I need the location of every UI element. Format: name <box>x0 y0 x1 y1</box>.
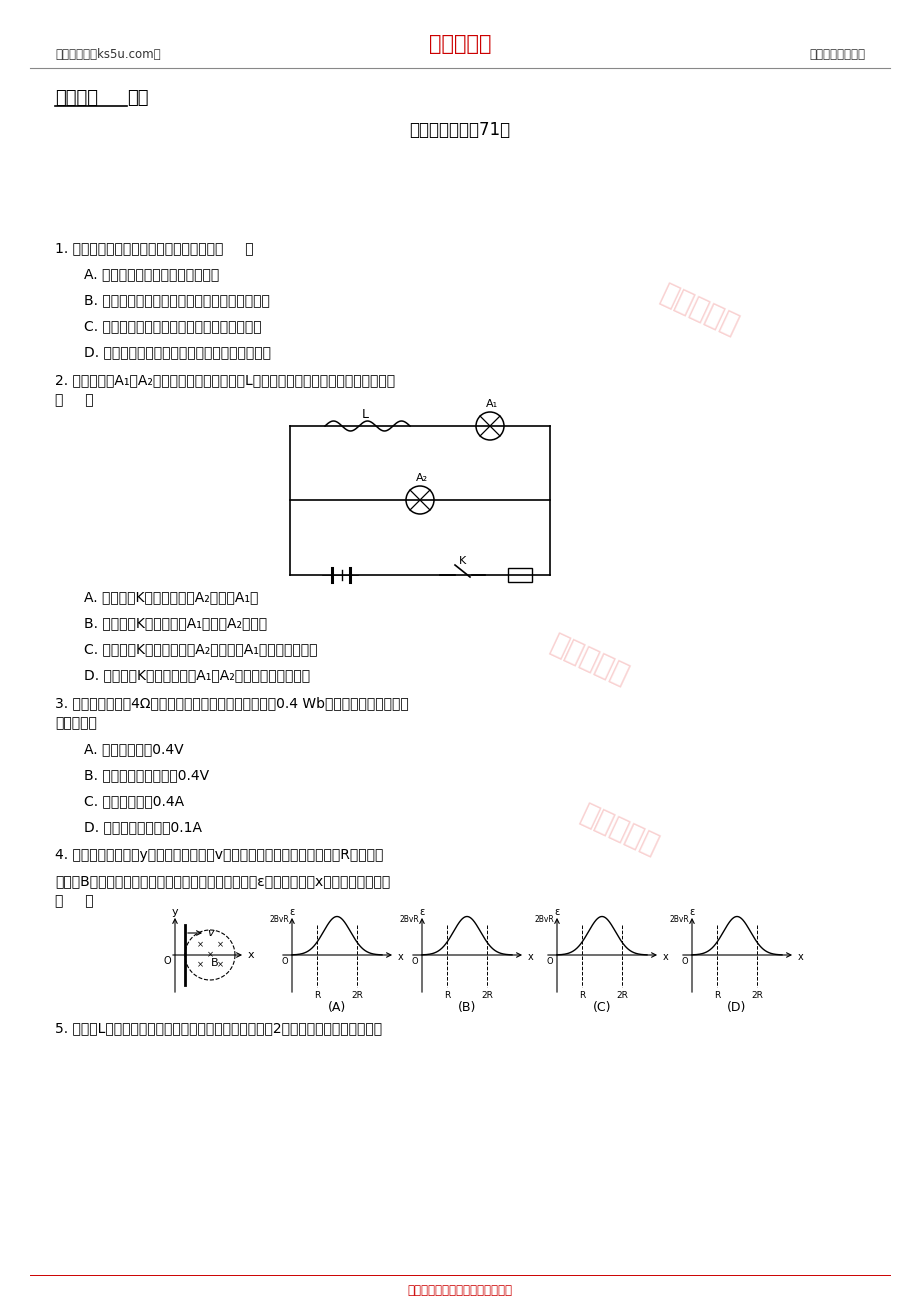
Text: (C): (C) <box>592 1001 610 1014</box>
Text: 您身边的高考专家: 您身边的高考专家 <box>808 48 864 61</box>
Text: A₁: A₁ <box>485 398 497 409</box>
Text: O: O <box>281 957 288 966</box>
Text: D. 感应电流每秒减小0.1A: D. 感应电流每秒减小0.1A <box>84 820 202 835</box>
Text: 2BvR: 2BvR <box>399 915 418 924</box>
Text: R: R <box>578 992 584 1000</box>
Text: x: x <box>398 952 403 962</box>
Text: ×: × <box>216 961 223 970</box>
Text: O: O <box>681 957 687 966</box>
Text: 1. 按照麦克斯韦理论，以下说法正确的是（     ）: 1. 按照麦克斯韦理论，以下说法正确的是（ ） <box>55 241 254 255</box>
Text: 高考资源网: 高考资源网 <box>655 280 743 340</box>
Text: 强度为B的圆形匀强磁场区域，导体棒中的感应电动势ε与导体棒位置x关系的图象正确是: 强度为B的圆形匀强磁场区域，导体棒中的感应电动势ε与导体棒位置x关系的图象正确是 <box>55 874 390 888</box>
Text: A. 合上开关K接通电路时，A₂始终比A₁亮: A. 合上开关K接通电路时，A₂始终比A₁亮 <box>84 590 258 604</box>
Text: x: x <box>528 952 533 962</box>
Text: 复习: 复习 <box>127 89 148 107</box>
Text: ε: ε <box>419 907 425 917</box>
Text: D. 振荡的电场在周围空间产生同频率的振荡磁场: D. 振荡的电场在周围空间产生同频率的振荡磁场 <box>84 345 271 359</box>
Text: 4. 如图所示，平行于y轴的导体棒以速度v向右匀速直线运动，经过半径为R、磁感应: 4. 如图所示，平行于y轴的导体棒以速度v向右匀速直线运动，经过半径为R、磁感应 <box>55 848 383 862</box>
Text: 2R: 2R <box>615 992 627 1000</box>
Text: （     ）: （ ） <box>55 393 94 408</box>
Text: v: v <box>207 928 213 937</box>
Text: (A): (A) <box>327 1001 346 1014</box>
Text: A₂: A₂ <box>415 473 427 483</box>
Text: ×: × <box>197 961 203 970</box>
Text: 3. 穿过一个电阻为4Ω的闭合线圈的磁通量每秒均匀减小0.4 Wb，则线圈中，下列说法: 3. 穿过一个电阻为4Ω的闭合线圈的磁通量每秒均匀减小0.4 Wb，则线圈中，下… <box>55 697 408 710</box>
Text: C. 均匀变化的电场在周围空间产生变化的磁场: C. 均匀变化的电场在周围空间产生变化的磁场 <box>84 319 261 333</box>
Text: A. 在电场的周围空间一定产生磁场: A. 在电场的周围空间一定产生磁场 <box>84 267 219 281</box>
Text: 2R: 2R <box>481 992 493 1000</box>
Text: B: B <box>211 958 219 967</box>
Text: ×: × <box>206 950 213 960</box>
Bar <box>507 568 531 582</box>
Text: （     ）: （ ） <box>55 894 94 907</box>
Text: ε: ε <box>289 907 294 917</box>
Text: 物理基础精练（71）: 物理基础精练（71） <box>409 121 510 139</box>
Text: 2R: 2R <box>750 992 762 1000</box>
Text: 高考资源网: 高考资源网 <box>576 799 663 861</box>
Text: x: x <box>663 952 668 962</box>
Text: 2. 如图所示，A₁和A₂是完全相同的灯泡，线圈L的电阻可以忽略，下列说法中正确的是: 2. 如图所示，A₁和A₂是完全相同的灯泡，线圈L的电阻可以忽略，下列说法中正确… <box>55 372 394 387</box>
Text: R: R <box>313 992 320 1000</box>
Text: C. 感应电流恒为0.4A: C. 感应电流恒为0.4A <box>84 794 184 809</box>
Text: ×: × <box>197 940 203 949</box>
Text: 物理基础: 物理基础 <box>55 89 98 107</box>
Text: K: K <box>459 556 466 566</box>
Text: R: R <box>444 992 449 1000</box>
Text: 2BvR: 2BvR <box>534 915 553 924</box>
Text: ε: ε <box>554 907 559 917</box>
Text: ε: ε <box>688 907 694 917</box>
Text: C. 断开开关K切断电路时，A₂先熄灭，A₁过一会儿才熄灭: C. 断开开关K切断电路时，A₂先熄灭，A₁过一会儿才熄灭 <box>84 642 317 656</box>
Text: B. 合上开关K接通电路时A₁同时与A₂一样亮: B. 合上开关K接通电路时A₁同时与A₂一样亮 <box>84 616 267 630</box>
Text: 2R: 2R <box>350 992 362 1000</box>
Text: B. 感应电动势每秒减小0.4V: B. 感应电动势每秒减小0.4V <box>84 768 209 783</box>
Text: D. 断开开关K切断电路时，A₁和A₂都要过一会儿才熄灭: D. 断开开关K切断电路时，A₁和A₂都要过一会儿才熄灭 <box>84 668 310 682</box>
Text: x: x <box>797 952 803 962</box>
Text: 高考资源网（ks5u.com）: 高考资源网（ks5u.com） <box>55 48 161 61</box>
Text: y: y <box>172 907 178 917</box>
Text: 2BvR: 2BvR <box>269 915 289 924</box>
Text: R: R <box>713 992 720 1000</box>
Text: 高考资源网: 高考资源网 <box>546 630 633 690</box>
Text: A. 感应电动势为0.4V: A. 感应电动势为0.4V <box>84 742 184 756</box>
Text: 2BvR: 2BvR <box>668 915 688 924</box>
Text: 5. 边长为L的正方形金属框在水平恒力作用下，穿过如图2所示的有界匀强磁场，磁场: 5. 边长为L的正方形金属框在水平恒力作用下，穿过如图2所示的有界匀强磁场，磁场 <box>55 1021 381 1035</box>
Text: O: O <box>546 957 552 966</box>
Text: (D): (D) <box>727 1001 746 1014</box>
Text: 高考资源网版权所有，侵权必究！: 高考资源网版权所有，侵权必究！ <box>407 1284 512 1297</box>
Text: B. 任何变化的电场周围空间一定产生变化的磁场: B. 任何变化的电场周围空间一定产生变化的磁场 <box>84 293 269 307</box>
Text: (B): (B) <box>458 1001 476 1014</box>
Text: 高考资源网: 高考资源网 <box>428 34 491 53</box>
Text: 正确的是（: 正确的是（ <box>55 716 96 730</box>
Text: L: L <box>361 408 369 421</box>
Text: O: O <box>411 957 417 966</box>
Text: ×: × <box>216 940 223 949</box>
Text: x: x <box>248 950 255 960</box>
Text: O: O <box>164 956 171 966</box>
